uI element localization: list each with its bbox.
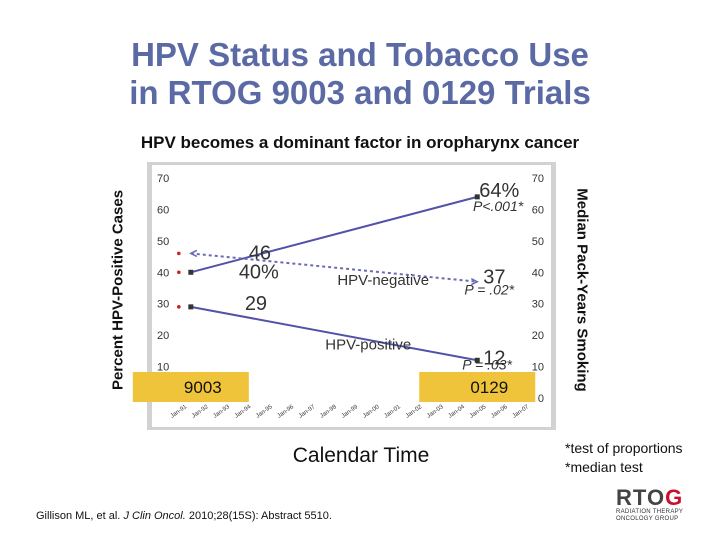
y-tick-right-10: 10 [532,362,544,374]
y-tick-left-20: 20 [157,330,169,342]
y-tick-left-70: 70 [157,173,169,185]
y-tick-left-40: 40 [157,267,169,279]
p-value-p-02: P = .02* [464,281,514,297]
series-label-hpv-positive: HPV-positive [325,336,411,353]
citation-journal: J Clin Oncol. [123,510,186,522]
series-label-hpv-negative: HPV-negative [337,272,429,289]
trial-label-0129: 0129 [470,378,508,397]
logo-letter-o: O [646,485,666,510]
rtog-logo-wordmark: RTOG [616,487,708,509]
title-line-2: in RTOG 9003 and 0129 Trials [129,74,591,111]
y-tick-right-20: 20 [532,330,544,342]
y-tick-right-0: 0 [538,393,544,405]
arrowhead-smoking-pack-years-0 [189,249,198,258]
citation-details: 2010;28(15S): Abstract 5510. [188,510,332,522]
value-label-smoking-end: 37 [483,267,505,289]
point-hpv-positive-1 [474,194,480,200]
y-tick-left-10: 10 [157,362,169,374]
p-value-p-001: P<.001* [473,198,524,214]
y-tick-right-70: 70 [532,173,544,185]
logo-line-1: RADIATION THERAPY [616,509,684,515]
series-line-hpv-positive [190,195,478,274]
y-tick-left-50: 50 [157,236,169,248]
y-axis-label-right: Median Pack-Years Smoking [573,188,591,392]
footnote-median-test: *median test [565,459,643,475]
y-tick-right-30: 30 [532,299,544,311]
arrowhead-smoking-pack-years-1 [470,278,479,286]
trial-label-9003: 9003 [184,378,222,397]
slide-subtitle: HPV becomes a dominant factor in orophar… [140,133,580,152]
start-marker-hpv-negative [177,305,181,309]
start-marker-smoking [177,251,181,256]
y-tick-right-40: 40 [532,267,544,279]
y-tick-right-50: 50 [532,236,544,248]
value-label-smoking-start: 46 [249,242,271,264]
citation: Gillison ML, et al. J Clin Oncol. 2010;2… [36,510,332,522]
y-tick-left-30: 30 [157,299,169,311]
series-line-hpv-negative [190,305,478,362]
x-axis-label: Calendar Time [292,444,430,467]
footnote-test-of-proportions: *test of proportions [565,440,683,456]
trial-box-9003 [132,372,249,402]
logo-line-2: ONCOLOGY GROUP [616,516,679,522]
slide-title: HPV Status and Tobacco Use in RTOG 9003 … [0,36,720,112]
y-axis-label-left: Percent HPV-Positive Cases [109,189,127,391]
logo-letters-rt: RT [616,485,647,510]
rtog-logo: RTOG RADIATION THERAPY ONCOLOGY GROUP [616,487,708,523]
value-label-hpv-negative-end: 12 [483,347,505,369]
value-label-hpv-positive-start: 40% [239,261,279,283]
trial-box-0129 [419,372,536,402]
value-label-hpv-positive-end: 64% [479,180,519,202]
y-tick-right-60: 60 [532,204,544,216]
point-hpv-negative-1 [474,357,480,363]
p-value-p-03: P = .03* [462,357,512,373]
y-tick-left-60: 60 [157,204,169,216]
citation-authors: Gillison ML, et al. [36,510,121,522]
value-label-hpv-negative-start: 29 [245,293,267,315]
start-marker-hpv-positive [177,270,181,275]
point-hpv-positive-0 [188,269,194,275]
title-line-1: HPV Status and Tobacco Use [131,36,589,73]
point-hpv-negative-0 [188,304,194,310]
logo-letter-g: G [665,485,684,510]
